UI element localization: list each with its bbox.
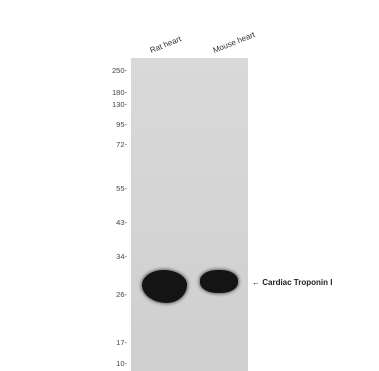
marker-10: 10- [116,359,127,368]
band-rat-heart [142,270,187,303]
marker-95: 95- [116,120,127,129]
marker-180: 180- [111,88,127,97]
blot-membrane [131,58,248,371]
marker-17: 17- [116,338,127,347]
marker-26: 26- [116,290,127,299]
band-mouse-heart [200,270,238,293]
marker-55: 55- [116,184,127,193]
marker-43: 43- [116,218,127,227]
marker-34: 34- [116,252,127,261]
marker-250: 250- [111,66,127,75]
annotation-label: Cardiac Troponin I [262,278,333,287]
marker-130: 130- [111,100,127,109]
lane-label-mouse-heart: Mouse heart [211,29,257,55]
marker-72: 72- [116,140,127,149]
arrow-left-icon: ← [252,278,260,287]
lane-label-rat-heart: Rat heart [148,34,183,55]
band-annotation: ← Cardiac Troponin I [252,278,332,287]
